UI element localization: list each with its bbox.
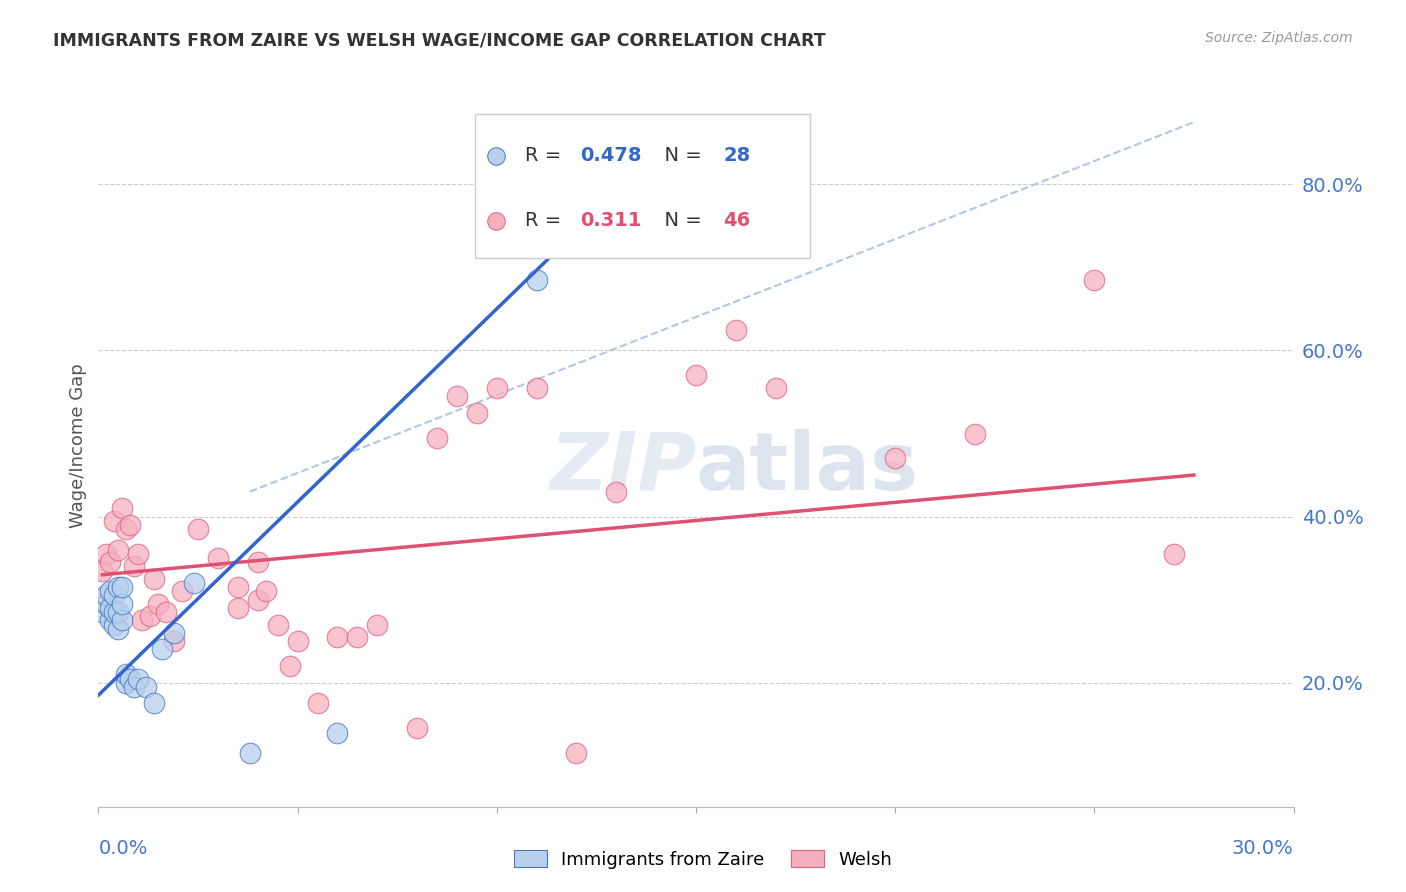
Point <box>1163 547 1185 561</box>
Point <box>111 501 134 516</box>
Point <box>1083 273 1105 287</box>
Text: 28: 28 <box>724 146 751 165</box>
Y-axis label: Wage/Income Gap: Wage/Income Gap <box>69 364 87 528</box>
Point <box>131 614 153 628</box>
Point <box>107 605 129 619</box>
Point <box>724 323 747 337</box>
Point <box>485 381 508 395</box>
Point <box>163 634 186 648</box>
Point <box>246 592 269 607</box>
Point <box>148 597 170 611</box>
Text: 30.0%: 30.0% <box>1232 838 1294 858</box>
Point <box>107 622 129 636</box>
Point <box>143 572 166 586</box>
Point <box>143 697 166 711</box>
Text: ZIP: ZIP <box>548 429 696 507</box>
Text: Source: ZipAtlas.com: Source: ZipAtlas.com <box>1205 31 1353 45</box>
Text: R =: R = <box>524 211 574 230</box>
Point <box>366 617 388 632</box>
Point <box>103 514 125 528</box>
Point <box>239 746 262 760</box>
Legend: Immigrants from Zaire, Welsh: Immigrants from Zaire, Welsh <box>506 843 900 876</box>
Point <box>127 672 149 686</box>
Text: 46: 46 <box>724 211 751 230</box>
Point <box>426 431 449 445</box>
Point <box>526 273 548 287</box>
Point <box>115 667 138 681</box>
Point <box>98 584 122 599</box>
Point <box>307 697 329 711</box>
Point <box>120 517 142 532</box>
Point <box>124 559 146 574</box>
Text: R =: R = <box>524 146 568 165</box>
Point <box>98 555 122 569</box>
Point <box>526 381 548 395</box>
Point <box>120 672 142 686</box>
Point <box>155 605 177 619</box>
Point <box>254 584 277 599</box>
Point <box>103 617 125 632</box>
Point <box>187 522 209 536</box>
Point <box>127 547 149 561</box>
Point <box>183 576 205 591</box>
Point <box>115 675 138 690</box>
Point <box>163 625 186 640</box>
Point <box>226 580 249 594</box>
Point <box>326 725 349 739</box>
Text: 0.478: 0.478 <box>581 146 641 165</box>
Point <box>91 605 114 619</box>
Point <box>150 642 173 657</box>
Point <box>103 605 125 619</box>
Point <box>91 564 114 578</box>
Point <box>765 381 787 395</box>
Point <box>465 406 488 420</box>
Point <box>98 601 122 615</box>
Point <box>115 522 138 536</box>
Point <box>207 551 229 566</box>
Point <box>963 426 986 441</box>
Point <box>226 601 249 615</box>
Point <box>103 589 125 603</box>
Point <box>685 368 707 383</box>
Point <box>278 659 301 673</box>
Point <box>107 580 129 594</box>
Point <box>267 617 290 632</box>
Point <box>446 389 468 403</box>
Point <box>98 614 122 628</box>
Point <box>124 680 146 694</box>
Point <box>139 609 162 624</box>
Point <box>406 722 429 736</box>
Text: 0.311: 0.311 <box>581 211 641 230</box>
Point <box>287 634 309 648</box>
FancyBboxPatch shape <box>475 113 810 258</box>
Point <box>96 589 118 603</box>
Text: N =: N = <box>652 211 707 230</box>
Point <box>605 484 627 499</box>
Point <box>111 597 134 611</box>
Point <box>565 746 588 760</box>
Point <box>111 580 134 594</box>
Text: N =: N = <box>652 146 707 165</box>
Point <box>107 542 129 557</box>
Point <box>96 597 118 611</box>
Point <box>96 547 118 561</box>
Text: IMMIGRANTS FROM ZAIRE VS WELSH WAGE/INCOME GAP CORRELATION CHART: IMMIGRANTS FROM ZAIRE VS WELSH WAGE/INCO… <box>53 31 827 49</box>
Point <box>884 451 907 466</box>
Point <box>246 555 269 569</box>
Point <box>326 630 349 644</box>
Text: atlas: atlas <box>696 429 920 507</box>
Text: 0.0%: 0.0% <box>98 838 148 858</box>
Point <box>135 680 157 694</box>
Point <box>346 630 368 644</box>
Point <box>111 614 134 628</box>
Point <box>172 584 194 599</box>
